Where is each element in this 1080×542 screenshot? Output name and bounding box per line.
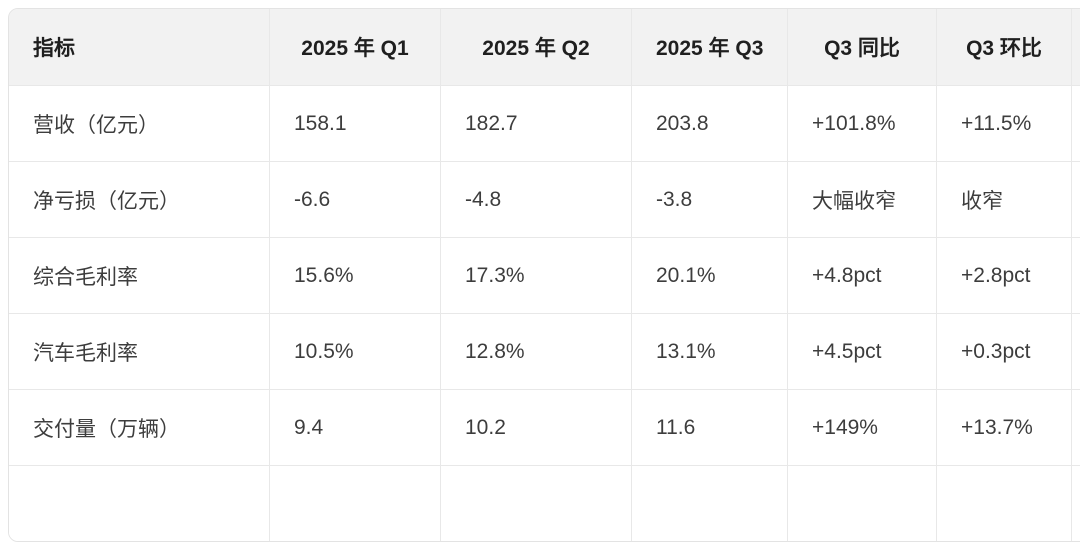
table-cell: 9.4 — [270, 390, 441, 466]
table-cell: -3.8 — [632, 162, 788, 238]
table-cell: 17.3% — [441, 238, 632, 314]
table-cell-clipped — [1072, 162, 1080, 238]
financial-metrics-table-card: 指标 2025 年 Q1 2025 年 Q2 2025 年 Q3 Q3 同比 Q… — [8, 8, 1080, 542]
table-cell: 15.6% — [270, 238, 441, 314]
row-label: 汽车毛利率 — [9, 314, 270, 390]
table-cell: +149% — [788, 390, 937, 466]
table-cell-clipped — [1072, 86, 1080, 162]
table-cell: 10.2 — [441, 390, 632, 466]
table-row-overall-gross-margin: 综合毛利率 15.6% 17.3% 20.1% +4.8pct +2.8pct — [9, 238, 1080, 314]
table-cell: 158.1 — [270, 86, 441, 162]
table-cell: 182.7 — [441, 86, 632, 162]
table-cell: +101.8% — [788, 86, 937, 162]
column-header-2025-q2: 2025 年 Q2 — [441, 9, 632, 86]
table-cell: +11.5% — [937, 86, 1072, 162]
table-cell: +0.3pct — [937, 314, 1072, 390]
column-header-indicator: 指标 — [9, 9, 270, 86]
table-cell: 12.8% — [441, 314, 632, 390]
table-cell: 大幅收窄 — [788, 162, 937, 238]
table-cell-clipped — [1072, 466, 1080, 542]
table-row-deliveries: 交付量（万辆） 9.4 10.2 11.6 +149% +13.7% — [9, 390, 1080, 466]
column-header-2025-q1: 2025 年 Q1 — [270, 9, 441, 86]
row-label: 交付量（万辆） — [9, 390, 270, 466]
table-cell-clipped — [788, 466, 937, 542]
table-cell: -4.8 — [441, 162, 632, 238]
table-cell: 10.5% — [270, 314, 441, 390]
table-cell: +4.5pct — [788, 314, 937, 390]
row-label: 综合毛利率 — [9, 238, 270, 314]
table-cell: 20.1% — [632, 238, 788, 314]
column-header-q3-qoq: Q3 环比 — [937, 9, 1072, 86]
row-label: 净亏损（亿元） — [9, 162, 270, 238]
table-row-vehicle-gross-margin: 汽车毛利率 10.5% 12.8% 13.1% +4.5pct +0.3pct — [9, 314, 1080, 390]
column-header-clipped — [1072, 9, 1080, 86]
table-cell: +2.8pct — [937, 238, 1072, 314]
table-cell: -6.6 — [270, 162, 441, 238]
table-cell-clipped — [270, 466, 441, 542]
table-cell: 收窄 — [937, 162, 1072, 238]
table-cell-clipped — [1072, 314, 1080, 390]
table-cell-clipped — [632, 466, 788, 542]
table-cell-clipped — [937, 466, 1072, 542]
header-row: 指标 2025 年 Q1 2025 年 Q2 2025 年 Q3 Q3 同比 Q… — [9, 9, 1080, 86]
table-cell: 13.1% — [632, 314, 788, 390]
table-cell: +13.7% — [937, 390, 1072, 466]
table-cell: 203.8 — [632, 86, 788, 162]
table-row-revenue: 营收（亿元） 158.1 182.7 203.8 +101.8% +11.5% — [9, 86, 1080, 162]
financial-metrics-table: 指标 2025 年 Q1 2025 年 Q2 2025 年 Q3 Q3 同比 Q… — [8, 8, 1080, 542]
table-row-net-loss: 净亏损（亿元） -6.6 -4.8 -3.8 大幅收窄 收窄 — [9, 162, 1080, 238]
column-header-q3-yoy: Q3 同比 — [788, 9, 937, 86]
table-row-clipped — [9, 466, 1080, 542]
table-cell-clipped — [1072, 390, 1080, 466]
table-cell-clipped — [9, 466, 270, 542]
row-label: 营收（亿元） — [9, 86, 270, 162]
table-cell-clipped — [1072, 238, 1080, 314]
table-cell-clipped — [441, 466, 632, 542]
column-header-2025-q3: 2025 年 Q3 — [632, 9, 788, 86]
table-cell: 11.6 — [632, 390, 788, 466]
table-cell: +4.8pct — [788, 238, 937, 314]
